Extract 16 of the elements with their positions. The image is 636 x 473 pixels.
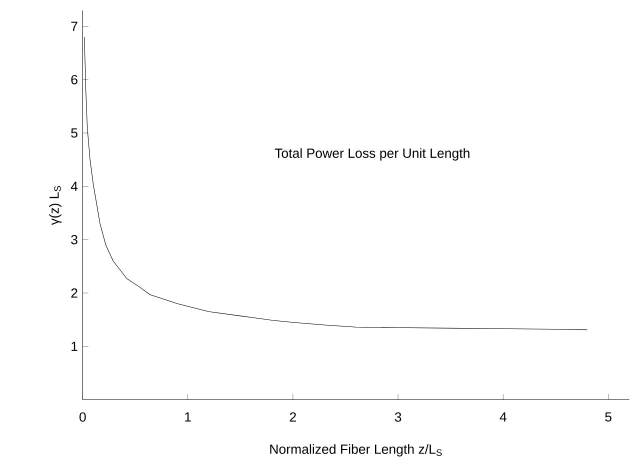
annotation: Total Power Loss per Unit Length: [274, 148, 470, 161]
x-tick-label: 4: [500, 412, 506, 422]
x-tick-label: 3: [394, 412, 402, 422]
y-tick-label: 6: [71, 74, 78, 84]
y-axis-title: γ(z) L$_{S}$: [49, 186, 62, 225]
y-tick-label: 3: [71, 234, 78, 244]
y-tick-label: 1: [72, 342, 78, 351]
y-tick-label: 7: [71, 22, 78, 31]
x-tick-label: 0: [79, 412, 86, 422]
x-tick-label: 1: [185, 412, 191, 422]
y-tick-label: 4: [70, 182, 78, 191]
x-tick-label: 2: [290, 412, 296, 422]
x-tick-label: 5: [605, 412, 612, 422]
x-axis-title: Normalized Fiber Length z/L$_{S}$: [270, 444, 442, 457]
y-tick-label: 2: [71, 288, 78, 298]
y-tick-label: 5: [71, 128, 78, 138]
